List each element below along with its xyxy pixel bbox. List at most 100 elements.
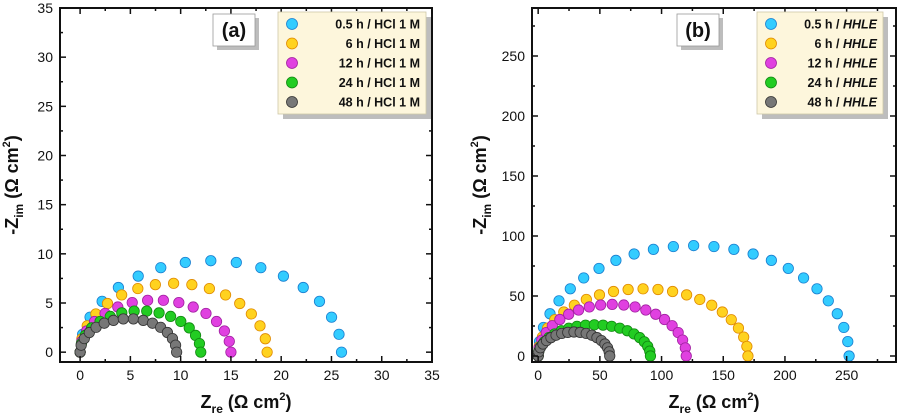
data-point [313,295,326,307]
data-point [782,262,794,275]
y-tick-label: 25 [37,98,53,114]
data-point [261,346,273,358]
x-tick-label: 25 [324,367,340,383]
data-point [618,299,630,311]
data-point [335,346,348,358]
panel-label-text: (a) [222,20,246,42]
x-tick-label: 0 [534,367,542,383]
legend-marker [286,76,298,89]
panel-label: (a) [212,13,259,50]
y-tick-label: 150 [502,168,526,184]
data-point [553,295,565,307]
y-tick-label: 15 [37,197,53,213]
data-point [647,243,660,255]
data-point [738,331,750,343]
data-point [164,310,177,322]
y-axis-title: -Zim(Ω cm2) [1,135,26,235]
data-point [629,301,641,313]
data-point [132,282,144,295]
data-point [725,314,737,326]
data-point [610,254,622,266]
data-point [606,298,618,310]
data-point [132,270,144,282]
legend-label: 48 h / HCl 1 M [339,96,420,110]
data-point [607,285,620,298]
x-tick-label: 100 [650,367,674,383]
legend-label: 24 h / HCl 1 M [339,76,420,90]
legend-box [756,11,884,115]
data-point [225,346,237,358]
legend: 0.5 h / HHLE 6 h / HHLE 12 h / HHLE 24 h / … [756,11,888,119]
data-point [563,308,575,320]
y-tick-label: 5 [45,295,53,311]
data-point [117,313,129,325]
y-tick-label: 10 [37,246,53,262]
legend-marker [765,37,777,50]
data-point [223,335,235,347]
data-point [254,320,266,332]
data-point [637,283,649,295]
data-point [200,307,212,320]
data-point [681,289,693,301]
y-tick-label: 100 [502,228,526,244]
data-point [706,299,718,311]
data-point [842,335,854,348]
data-point [210,315,223,328]
x-tick-label: 250 [835,367,859,383]
data-point [98,317,110,329]
data-point [680,350,692,362]
x-tick-label: 15 [223,367,239,383]
data-point [564,283,576,295]
data-point [688,240,700,252]
data-point [843,350,855,362]
series-6h [74,277,273,358]
data-point [652,283,664,296]
legend-label: 6 h / HCl 1 M [346,37,420,51]
x-tick-label: 10 [173,367,189,383]
data-point [822,295,834,307]
data-point [175,315,187,328]
panel-label: (b) [676,13,723,50]
data-points [74,255,348,358]
legend-label: 6 h / HHLE [814,37,877,51]
data-point [218,325,230,337]
data-point [325,311,338,323]
legend-marker [286,18,298,30]
legend-marker [286,37,298,50]
x-tick-label: 200 [773,367,797,383]
y-tick-label: 35 [37,0,53,16]
ticks [532,8,896,362]
data-point [230,256,242,269]
legend-label: 48 h / HHLE [808,96,878,110]
panel-a: 0 5 10 15 20 25 30 35 0 5 10 15 20 25 30 35 Zre (Ω cm2) -Z… [1,0,440,416]
y-tick-label: 20 [37,148,53,164]
legend-marker [286,96,298,108]
legend-label: 24 h / HHLE [808,76,878,90]
data-point [650,308,662,320]
data-point [186,279,198,291]
data-point [797,272,810,284]
data-point [593,262,605,275]
data-point [658,313,671,326]
series-48h [532,326,616,362]
x-tick-label: 150 [712,367,736,383]
x-axis-title: Zre (Ω cm2) [669,391,760,416]
data-point [644,350,657,362]
data-point [187,301,199,313]
data-point [149,279,161,291]
legend-marker [765,18,777,30]
x-tick-label: 20 [273,367,289,383]
data-point [732,322,745,334]
legend: 0.5 h / HCl 1 M 6 h / HCl 1 M 12 h / HCl 1… [277,11,431,119]
legend-marker [286,57,298,69]
data-point [742,350,754,362]
y-tick-label: 30 [37,49,53,65]
data-point [708,240,720,253]
plot-frame [59,7,433,363]
data-point [593,289,606,301]
legend-marker [765,76,777,89]
data-point [831,308,843,320]
data-point [137,314,149,326]
data-point [157,294,169,306]
data-point [107,314,120,326]
